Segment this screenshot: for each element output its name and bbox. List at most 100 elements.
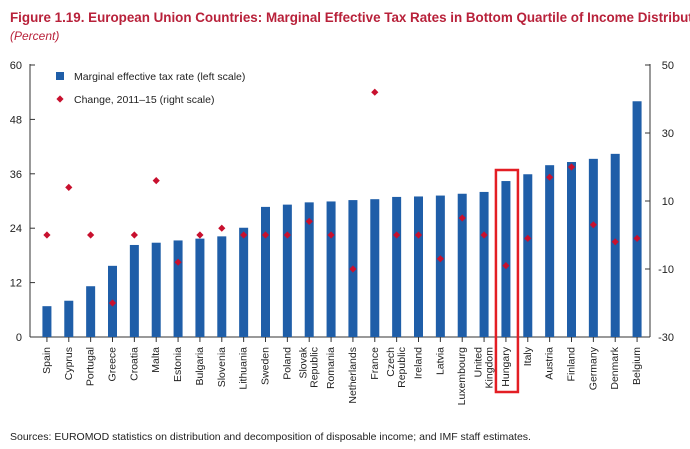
category-label: Lithuania xyxy=(238,347,250,390)
bar-series xyxy=(42,101,642,338)
category-label: Latvia xyxy=(434,347,446,375)
change-point-romania xyxy=(327,231,335,239)
change-point-portugal xyxy=(87,231,95,239)
right-tick-label: 10 xyxy=(662,196,674,208)
change-point-slovenia xyxy=(218,224,226,232)
category-label: Poland xyxy=(281,347,293,380)
source-note: Sources: EUROMOD statistics on distribut… xyxy=(10,431,531,443)
legend: Marginal effective tax rate (left scale)… xyxy=(56,71,245,106)
category-label: Slovak xyxy=(298,346,310,378)
category-label: Malta xyxy=(150,347,162,373)
change-point-latvia xyxy=(436,255,444,263)
change-point-spain xyxy=(43,231,51,239)
change-point-luxembourg xyxy=(458,214,466,222)
bar-bulgaria xyxy=(195,238,205,337)
category-label: Kingdom xyxy=(484,347,496,389)
bar-cyprus xyxy=(64,300,74,337)
right-tick-label: -30 xyxy=(658,332,674,344)
category-label: Croatia xyxy=(128,347,140,381)
change-point-finland xyxy=(567,163,576,171)
bar-hungary xyxy=(501,181,511,337)
bar-austria xyxy=(545,165,555,337)
category-labels: Spain Cyprus Portugal Greece Croatia Malta Est… xyxy=(41,346,643,405)
legend-bar-swatch xyxy=(56,72,64,80)
bar-united-kingdom xyxy=(479,191,489,337)
change-point-bulgaria xyxy=(196,231,204,239)
category-label: Sweden xyxy=(260,347,272,385)
left-tick-label: 12 xyxy=(10,278,22,290)
legend-bar-label: Marginal effective tax rate (left scale) xyxy=(74,71,245,83)
bar-ireland xyxy=(414,196,423,337)
change-point-united-kingdom xyxy=(480,231,488,239)
bar-poland xyxy=(282,204,292,337)
bar-portugal xyxy=(86,286,96,337)
change-point-croatia xyxy=(130,231,138,239)
left-tick-label: 0 xyxy=(16,332,22,344)
bar-italy xyxy=(523,174,533,337)
highlight-rectangle xyxy=(494,168,520,394)
change-point-germany xyxy=(589,221,597,229)
change-point-netherlands xyxy=(349,265,357,273)
change-point-belgium xyxy=(633,234,641,242)
chart-subtitle: (Percent) xyxy=(10,29,60,43)
change-point-greece xyxy=(108,299,117,307)
bar-spain xyxy=(42,306,52,337)
change-point-estonia xyxy=(174,258,182,266)
change-point-austria xyxy=(546,173,554,181)
bar-lithuania xyxy=(239,227,249,337)
category-label: Republic xyxy=(309,347,321,388)
category-label: Spain xyxy=(41,347,53,374)
legend-diamond-swatch xyxy=(56,95,64,103)
bar-france xyxy=(370,199,380,337)
category-label: Netherlands xyxy=(347,347,359,404)
category-label: Belgium xyxy=(631,347,643,385)
legend-change-label: Change, 2011–15 (right scale) xyxy=(74,94,214,106)
bar-latvia xyxy=(435,195,445,337)
bar-luxembourg xyxy=(457,193,467,337)
bar-slovenia xyxy=(217,236,227,337)
bar-malta xyxy=(151,242,161,337)
category-label: Portugal xyxy=(85,347,97,386)
category-label: United xyxy=(473,347,485,378)
category-label: Hungary xyxy=(500,346,512,386)
category-label: Denmark xyxy=(609,346,621,389)
highlight-box xyxy=(494,168,520,394)
change-point-france xyxy=(371,88,379,96)
category-label: Republic xyxy=(396,347,408,388)
category-label: Bulgaria xyxy=(194,347,206,386)
category-label: Greece xyxy=(107,347,119,382)
category-label: Romania xyxy=(325,347,337,389)
change-point-sweden xyxy=(261,231,270,239)
bar-croatia xyxy=(129,244,139,337)
change-point-czech-republic xyxy=(393,231,401,239)
left-tick-label: 60 xyxy=(10,60,22,72)
bar-belgium xyxy=(632,101,642,338)
change-point-cyprus xyxy=(65,183,73,191)
change-point-poland xyxy=(283,231,291,239)
right-tick-label: -10 xyxy=(658,264,674,276)
bar-slovak-republic xyxy=(304,202,314,337)
bar-estonia xyxy=(173,240,183,337)
change-point-hungary xyxy=(502,262,510,270)
category-label: Estonia xyxy=(172,347,184,382)
bar-sweden xyxy=(261,206,270,337)
category-label: Italy xyxy=(522,346,534,366)
change-series xyxy=(43,88,641,307)
bar-romania xyxy=(326,201,336,337)
category-label: Austria xyxy=(544,347,556,380)
category-label: Cyprus xyxy=(63,347,75,380)
change-point-lithuania xyxy=(240,231,248,239)
category-label: Slovenia xyxy=(216,347,228,387)
change-point-slovak-republic xyxy=(305,217,313,225)
bar-germany xyxy=(588,158,598,337)
left-tick-label: 24 xyxy=(10,223,22,235)
left-tick-label: 48 xyxy=(10,114,22,126)
bar-denmark xyxy=(610,153,620,337)
right-tick-label: 50 xyxy=(662,60,674,72)
left-tick-label: 36 xyxy=(10,169,22,181)
bar-czech-republic xyxy=(392,196,402,337)
category-label: Czech xyxy=(385,347,397,377)
change-point-malta xyxy=(152,177,160,185)
category-label: France xyxy=(369,347,381,380)
